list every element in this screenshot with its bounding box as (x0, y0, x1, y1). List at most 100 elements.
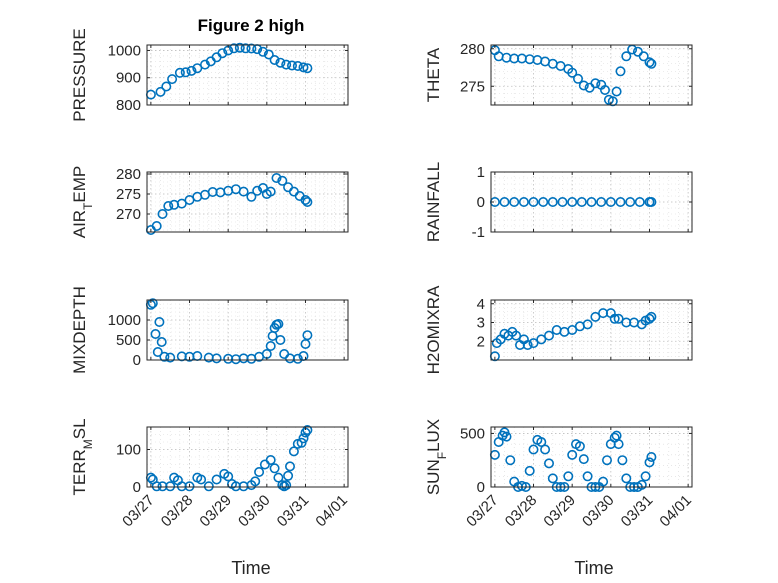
data-point (601, 455, 612, 466)
data-point (292, 353, 303, 364)
data-point (576, 197, 587, 208)
data-point (547, 473, 558, 484)
y-tick-label: -1 (472, 224, 485, 241)
data-point (302, 197, 313, 208)
data-point (284, 461, 295, 472)
y-tick-label: 280 (460, 41, 485, 58)
data-point (273, 472, 284, 483)
data-point (567, 197, 578, 208)
data-point (528, 444, 539, 455)
data-point (599, 85, 610, 96)
data-point (283, 470, 294, 481)
data-point (186, 65, 197, 76)
data-point (638, 51, 649, 62)
data-point (265, 454, 276, 465)
y-axis-label: H2OMIXRA (424, 285, 443, 374)
data-point (275, 57, 286, 68)
data-point (302, 424, 313, 435)
data-point (269, 463, 280, 474)
data-point (271, 173, 282, 184)
y-tick-label: 500 (460, 425, 485, 442)
data-point (567, 449, 578, 460)
data-point (298, 433, 309, 444)
data-point (203, 481, 214, 492)
y-axis-label: TERRMSL (70, 418, 95, 495)
data-point (151, 481, 162, 492)
y-tick-label: 0 (133, 352, 141, 369)
data-point (605, 197, 616, 208)
y-tick-label: 900 (116, 70, 141, 87)
y-tick-label: 270 (116, 206, 141, 223)
data-point (155, 86, 166, 97)
data-point (167, 74, 178, 85)
data-point (217, 48, 228, 59)
panel-mixdepth: 0 500 1000 MIXDEPTH (70, 286, 349, 374)
data-point (269, 54, 280, 65)
data-point (180, 67, 191, 78)
data-point (240, 43, 251, 54)
y-tick-label: 275 (116, 186, 141, 203)
data-point (636, 479, 647, 490)
data-point (586, 197, 597, 208)
data-point (625, 197, 636, 208)
data-point (524, 465, 535, 476)
data-point (607, 96, 618, 107)
data-point (163, 201, 174, 212)
data-point (223, 471, 234, 482)
data-point (273, 318, 284, 329)
data-point (543, 458, 554, 469)
data-point (302, 63, 313, 74)
data-point (211, 353, 222, 364)
data-point (613, 313, 624, 324)
data-point (646, 197, 657, 208)
axes-box (490, 426, 693, 488)
data-point (184, 481, 195, 492)
data-point (634, 197, 645, 208)
data-point (540, 444, 551, 455)
data-point (644, 457, 655, 468)
data-point (611, 86, 622, 97)
y-tick-label: 500 (116, 332, 141, 349)
y-axis-label: SUNFLUX (424, 419, 449, 495)
data-point (567, 324, 578, 335)
data-point (582, 471, 593, 482)
data-point (156, 336, 167, 347)
data-point (252, 185, 263, 196)
data-point (150, 328, 161, 339)
plot-area (147, 45, 348, 105)
data-point (211, 474, 222, 485)
data-point (538, 197, 549, 208)
data-point (165, 481, 176, 492)
data-point (265, 186, 276, 197)
data-point (288, 446, 299, 457)
y-tick-label: 280 (116, 166, 141, 183)
data-point (617, 455, 628, 466)
data-point (528, 338, 539, 349)
data-point (640, 471, 651, 482)
panel-pressure: 800 900 1000 PRESSURE (70, 28, 349, 122)
data-point (598, 476, 609, 487)
data-point (499, 197, 510, 208)
data-point (192, 63, 203, 74)
data-point (151, 221, 162, 232)
data-point (613, 439, 624, 450)
y-tick-label: 1000 (108, 312, 141, 329)
data-point (547, 197, 558, 208)
y-tick-label: 2 (477, 333, 485, 350)
data-point (229, 43, 240, 54)
data-point (257, 46, 268, 57)
data-point (265, 340, 276, 351)
data-point (147, 298, 158, 309)
data-point (572, 73, 583, 84)
data-point (615, 197, 626, 208)
y-tick-label: 0 (477, 479, 485, 496)
y-tick-label: 4 (477, 296, 485, 313)
data-point (154, 316, 165, 327)
data-point (509, 197, 520, 208)
data-point (174, 67, 185, 78)
y-axis-label: MIXDEPTH (70, 286, 89, 374)
data-point (590, 78, 601, 89)
panel-rainfall: -1 0 1 RAINFALL (424, 162, 693, 242)
data-point (246, 191, 257, 202)
